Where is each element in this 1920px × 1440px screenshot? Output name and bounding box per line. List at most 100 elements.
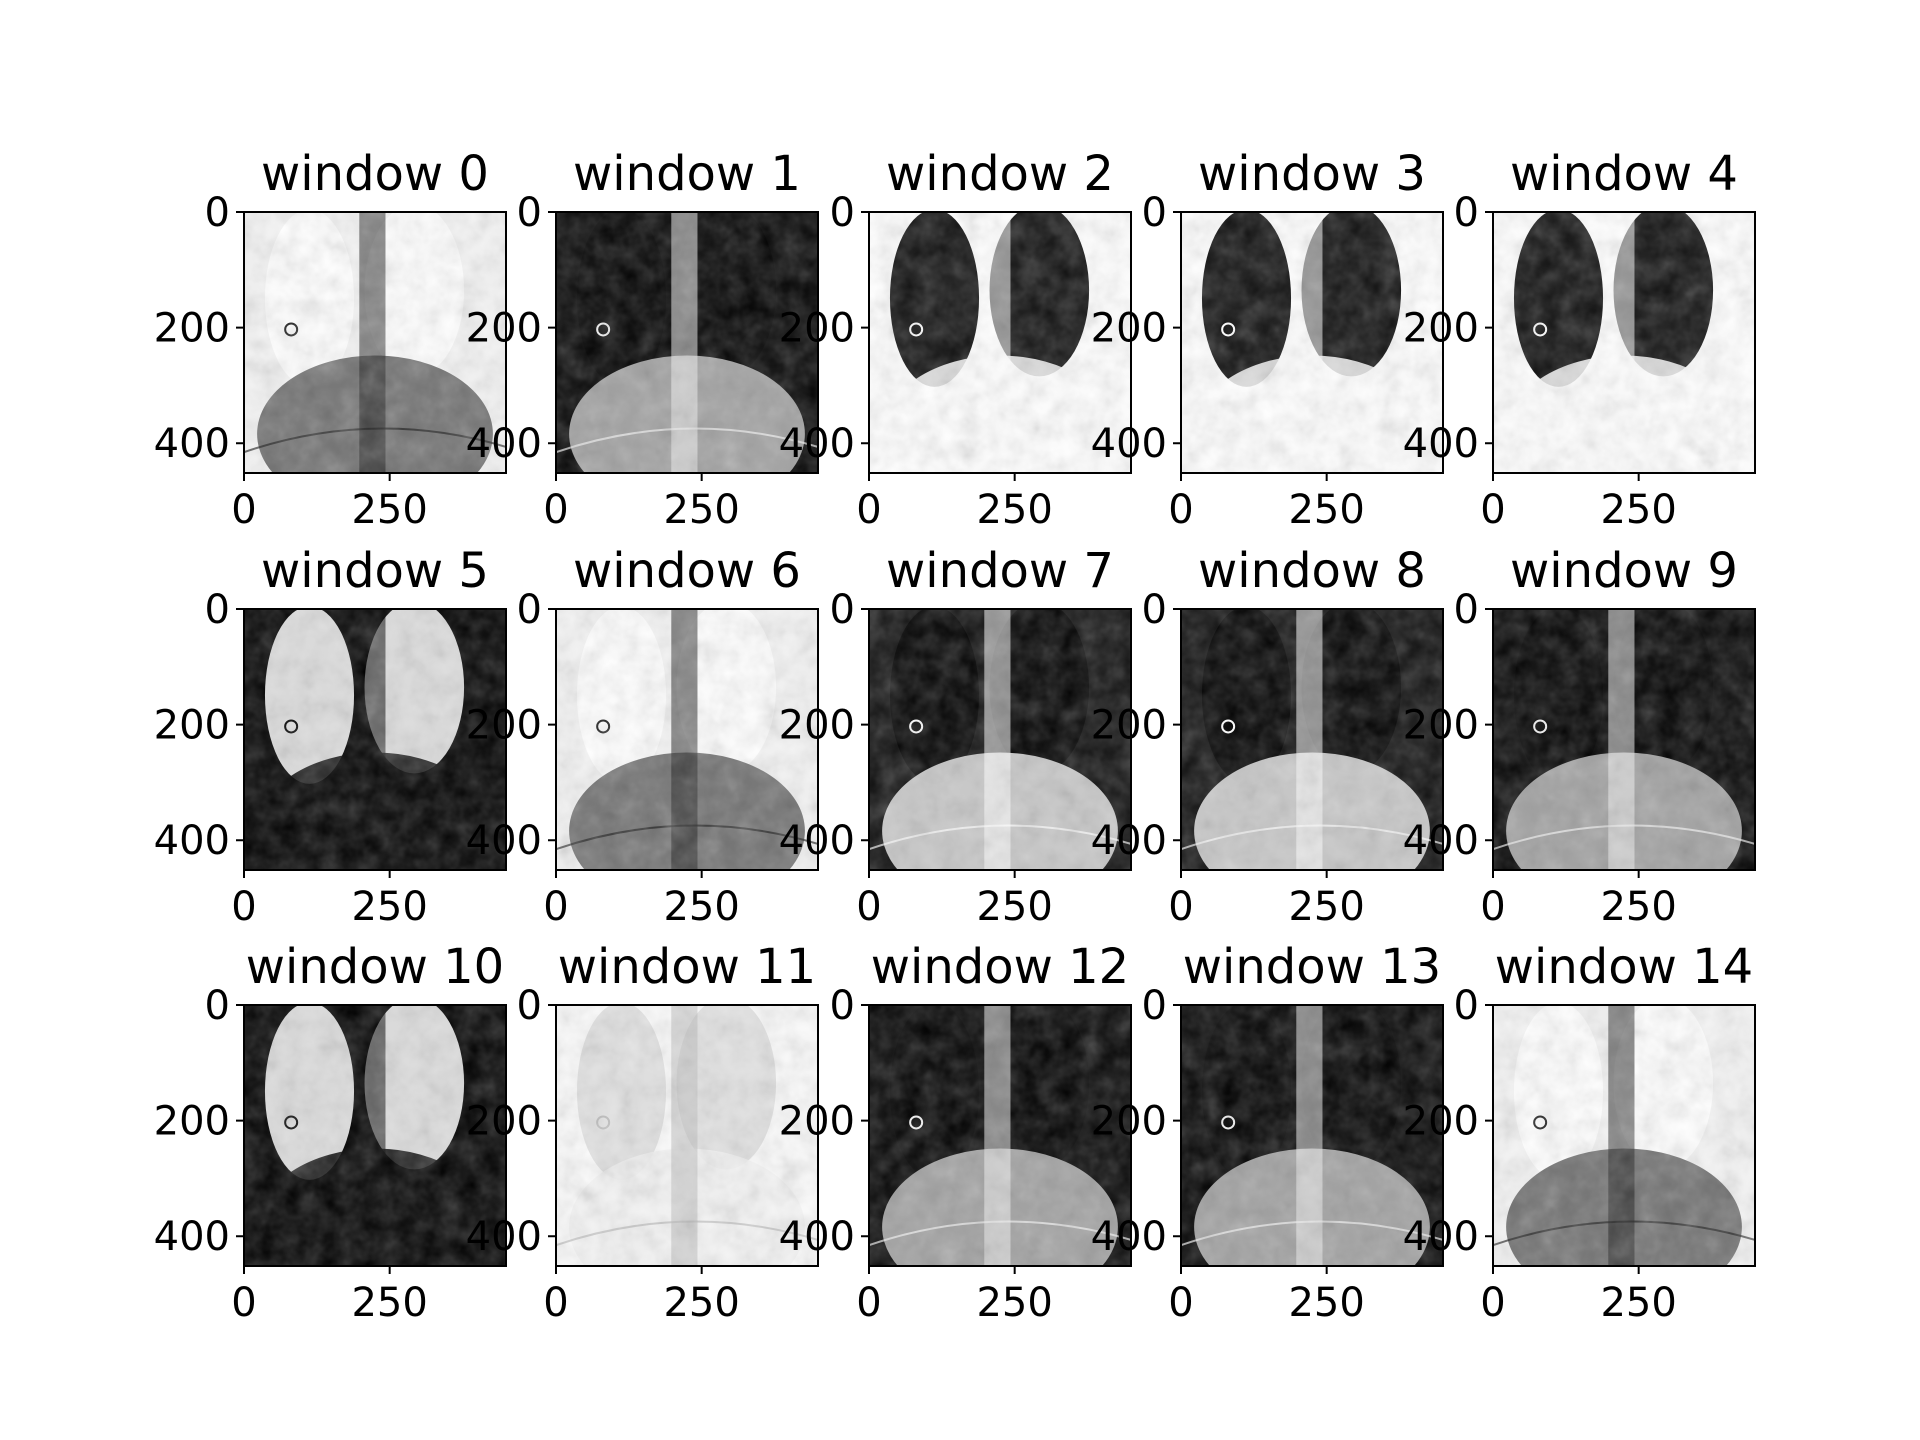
panel-frame	[243, 211, 507, 474]
y-tick-label: 0	[830, 587, 855, 633]
x-tick-label: 0	[856, 1280, 881, 1326]
panel-title: window 8	[1198, 543, 1426, 599]
panel-frame	[555, 1004, 819, 1267]
panel-title: window 13	[1183, 939, 1441, 995]
x-tick-label: 250	[976, 884, 1052, 930]
y-tick-label: 0	[1142, 983, 1167, 1029]
xray-image	[244, 212, 506, 473]
panel-title: window 7	[886, 543, 1114, 599]
panel-title: window 12	[871, 939, 1129, 995]
xray-image	[556, 212, 818, 473]
x-tick-label: 250	[351, 884, 427, 930]
x-tick-label: 0	[543, 884, 568, 930]
panel-title: window 2	[886, 146, 1114, 202]
x-tick-label: 250	[351, 1280, 427, 1326]
panel-title: window 9	[1510, 543, 1738, 599]
y-tick-label: 0	[205, 190, 230, 236]
y-tick-label: 200	[1403, 703, 1479, 749]
y-tick-label: 400	[1403, 818, 1479, 864]
x-tick-label: 250	[663, 487, 739, 533]
y-tick-label: 400	[1091, 818, 1167, 864]
y-tick-label: 400	[779, 1214, 855, 1260]
y-tick-label: 400	[466, 421, 542, 467]
y-tick-label: 0	[1142, 190, 1167, 236]
x-tick-label: 0	[543, 1280, 568, 1326]
y-tick-label: 200	[1091, 1099, 1167, 1145]
image-panel: window 8 0 250 0 200 400	[1091, 543, 1444, 930]
x-tick-label: 250	[1288, 1280, 1364, 1326]
x-tick-label: 0	[856, 487, 881, 533]
xray-image	[1181, 1005, 1443, 1266]
panel-frame	[868, 608, 1132, 871]
x-tick-label: 0	[1168, 487, 1193, 533]
xray-image	[1493, 1005, 1755, 1266]
image-panel: window 4 0 250 0 200 400	[1403, 146, 1756, 533]
xray-image	[869, 212, 1131, 473]
y-tick-label: 400	[1091, 421, 1167, 467]
xray-image	[556, 1005, 818, 1266]
panel-frame	[1492, 608, 1756, 871]
y-tick-label: 0	[830, 190, 855, 236]
y-tick-label: 0	[1454, 983, 1479, 1029]
panel-title: window 1	[573, 146, 801, 202]
panel-frame	[555, 608, 819, 871]
x-tick-label: 250	[663, 884, 739, 930]
image-panel: window 13 0 250 0 200 400	[1091, 939, 1444, 1326]
panel-title: window 14	[1495, 939, 1753, 995]
y-tick-label: 200	[154, 1099, 230, 1145]
y-tick-label: 0	[830, 983, 855, 1029]
image-panel: window 11 0 250 0 200 400	[466, 939, 819, 1326]
y-tick-label: 200	[1091, 703, 1167, 749]
image-panel: window 7 0 250 0 200 400	[779, 543, 1132, 930]
x-tick-label: 250	[1600, 1280, 1676, 1326]
x-tick-label: 0	[1480, 884, 1505, 930]
x-tick-label: 250	[1600, 884, 1676, 930]
image-panel: window 3 0 250 0 200 400	[1091, 146, 1444, 533]
xray-image	[244, 609, 506, 870]
panel-frame	[868, 211, 1132, 474]
image-panel: window 0 0 250 0 200 400	[154, 146, 507, 533]
panel-frame	[243, 1004, 507, 1267]
x-tick-label: 0	[1480, 487, 1505, 533]
xray-image	[244, 1005, 506, 1266]
panel-frame	[1492, 1004, 1756, 1267]
panel-frame	[868, 1004, 1132, 1267]
y-tick-label: 0	[517, 983, 542, 1029]
y-tick-label: 400	[1403, 1214, 1479, 1260]
xray-image	[1181, 609, 1443, 870]
y-tick-label: 200	[154, 306, 230, 352]
panel-frame	[1180, 1004, 1444, 1267]
y-tick-label: 200	[466, 306, 542, 352]
y-tick-label: 200	[1403, 306, 1479, 352]
image-panel: window 9 0 250 0 200 400	[1403, 543, 1756, 930]
x-tick-label: 250	[1288, 487, 1364, 533]
image-panel: window 1 0 250 0 200 400	[466, 146, 819, 533]
x-tick-label: 0	[231, 884, 256, 930]
y-tick-label: 0	[1454, 587, 1479, 633]
panel-title: window 4	[1510, 146, 1738, 202]
panel-title: window 11	[558, 939, 816, 995]
image-panel: window 12 0 250 0 200 400	[779, 939, 1132, 1326]
x-tick-label: 0	[1168, 884, 1193, 930]
y-tick-label: 200	[1091, 306, 1167, 352]
xray-image	[869, 609, 1131, 870]
xray-image	[556, 609, 818, 870]
image-panel: window 14 0 250 0 200 400	[1403, 939, 1756, 1326]
y-tick-label: 0	[205, 983, 230, 1029]
y-tick-label: 0	[205, 587, 230, 633]
x-tick-label: 250	[976, 487, 1052, 533]
x-tick-label: 0	[856, 884, 881, 930]
x-tick-label: 250	[1288, 884, 1364, 930]
y-tick-label: 0	[1454, 190, 1479, 236]
panel-frame	[243, 608, 507, 871]
y-tick-label: 200	[779, 1099, 855, 1145]
y-tick-label: 200	[466, 703, 542, 749]
x-tick-label: 250	[1600, 487, 1676, 533]
y-tick-label: 400	[466, 1214, 542, 1260]
panel-frame	[555, 211, 819, 474]
y-tick-label: 400	[1091, 1214, 1167, 1260]
panel-title: window 0	[261, 146, 489, 202]
y-tick-label: 400	[1403, 421, 1479, 467]
y-tick-label: 200	[154, 703, 230, 749]
